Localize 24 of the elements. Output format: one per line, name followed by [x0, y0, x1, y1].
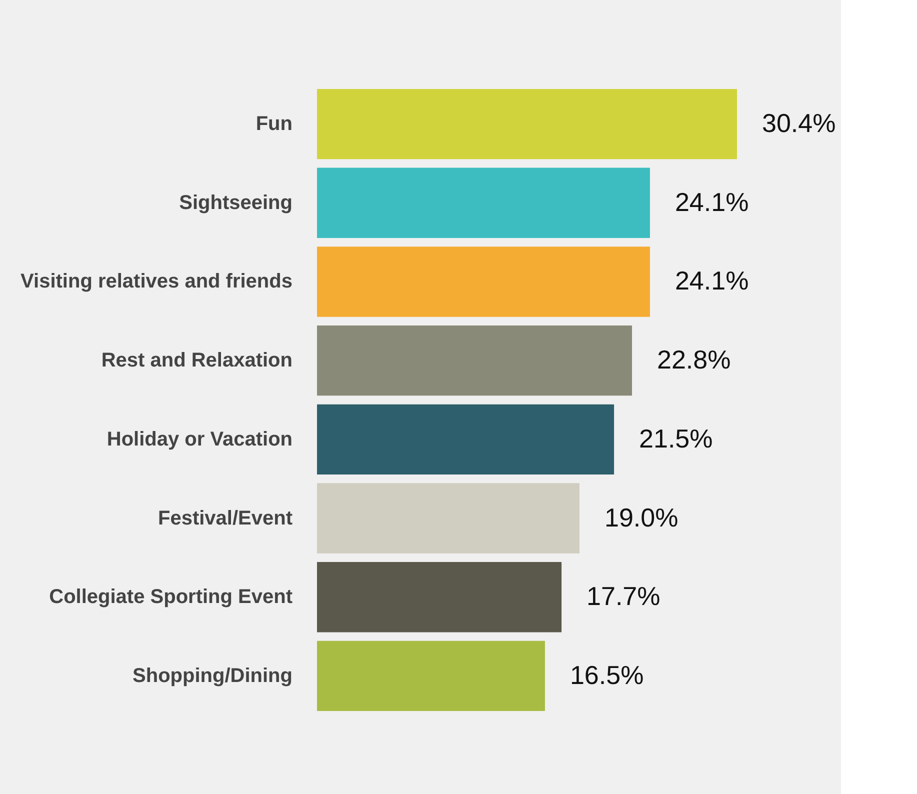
bar	[317, 483, 580, 554]
y-tick-label: Festival/Event	[158, 507, 293, 530]
data-label: 19.0%	[604, 502, 678, 532]
data-label: 30.4%	[762, 108, 836, 138]
y-tick-label: Shopping/Dining	[132, 664, 292, 687]
data-label: 21.5%	[639, 423, 713, 454]
data-label: 17.7%	[586, 581, 660, 612]
bar	[317, 88, 737, 160]
bar	[317, 562, 562, 632]
y-tick-label: Fun	[256, 113, 292, 136]
data-label: 24.1%	[674, 266, 749, 296]
bar	[317, 404, 614, 475]
data-label: 16.5%	[570, 660, 644, 690]
bar	[317, 246, 650, 317]
y-tick-label: Sightseeing	[179, 192, 292, 214]
bar	[317, 168, 650, 238]
bar	[317, 640, 545, 712]
y-tick-label: Rest and Relaxation	[101, 350, 292, 372]
data-label: 22.8%	[657, 344, 731, 375]
data-label: 24.1%	[674, 186, 749, 217]
bar	[317, 325, 632, 396]
y-tick-label: Visiting relatives and friends	[20, 270, 292, 293]
y-tick-label: Collegiate Sporting Event	[49, 586, 293, 608]
y-tick-label: Holiday or Vacation	[106, 428, 292, 450]
